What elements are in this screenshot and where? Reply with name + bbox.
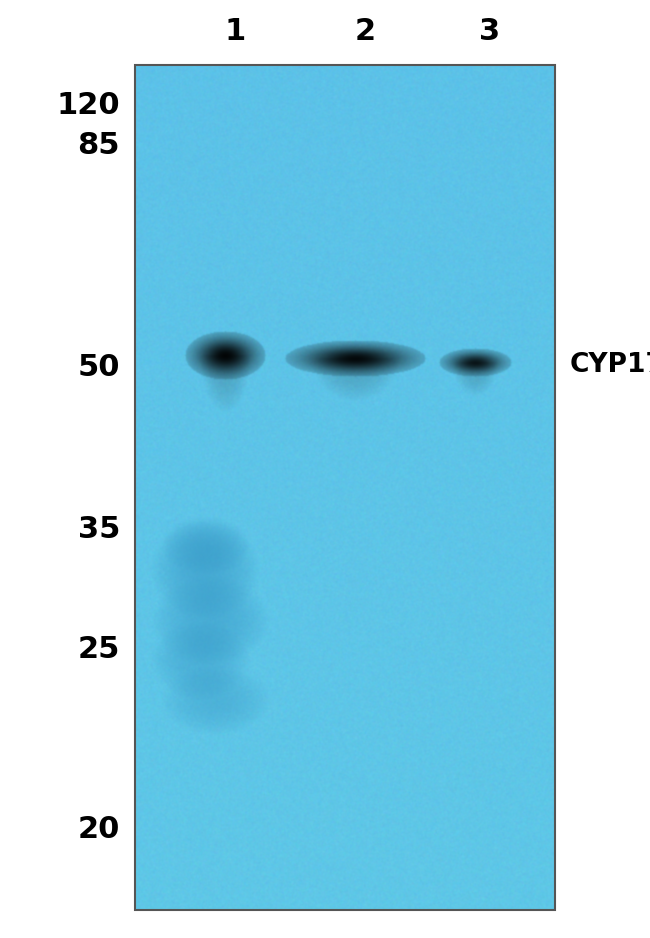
Text: 20: 20 bbox=[77, 815, 120, 844]
Text: 120: 120 bbox=[57, 90, 120, 119]
Text: 35: 35 bbox=[77, 516, 120, 544]
Text: 2: 2 bbox=[354, 18, 376, 47]
Bar bbox=[135, 65, 555, 910]
Text: 50: 50 bbox=[77, 354, 120, 383]
Text: CYP17A1: CYP17A1 bbox=[570, 352, 650, 378]
Text: 3: 3 bbox=[480, 18, 500, 47]
Text: 1: 1 bbox=[224, 18, 246, 47]
Text: 25: 25 bbox=[77, 636, 120, 664]
Text: 85: 85 bbox=[77, 130, 120, 159]
